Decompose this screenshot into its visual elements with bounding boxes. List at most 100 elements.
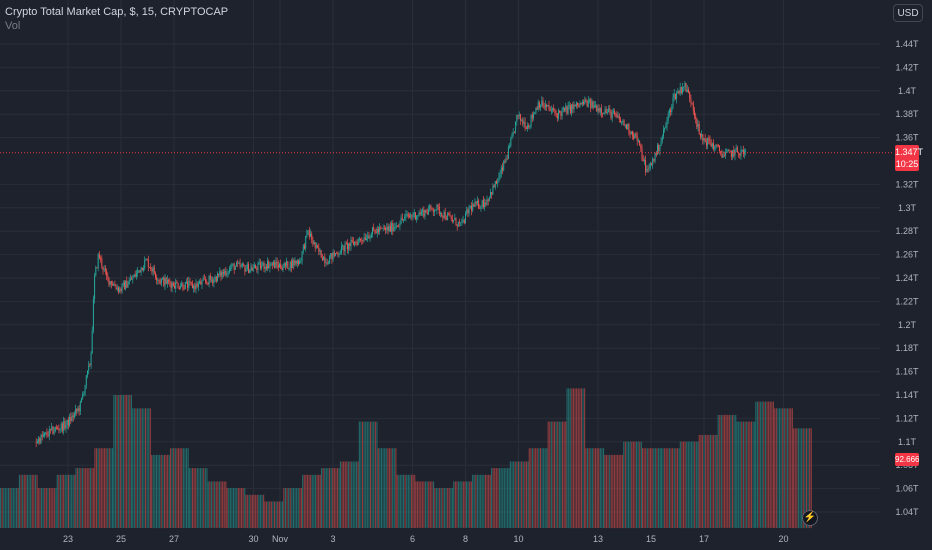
- candle-body: [666, 120, 668, 127]
- candle-body: [604, 109, 606, 114]
- candle-body: [449, 215, 451, 217]
- volume-bar: [552, 421, 554, 528]
- volume-bar: [210, 481, 212, 528]
- candle-body: [502, 167, 503, 171]
- symbol-title[interactable]: Crypto Total Market Cap, $, 15, CRYPTOCA…: [5, 6, 229, 18]
- volume-bar: [85, 468, 87, 528]
- volume-bar: [481, 474, 483, 528]
- candle-body: [678, 91, 680, 94]
- volume-bar: [292, 488, 294, 528]
- candle-body: [171, 282, 173, 288]
- candle-body: [129, 278, 131, 281]
- volume-indicator-label[interactable]: Vol: [5, 20, 21, 32]
- candle-body: [246, 264, 248, 269]
- candle-body: [602, 113, 604, 114]
- candle-body: [41, 434, 43, 437]
- candle-body: [448, 213, 450, 216]
- volume-bar: [788, 408, 790, 528]
- volume-bar: [245, 494, 247, 529]
- volume-bar: [656, 448, 658, 528]
- candle-body: [589, 99, 590, 101]
- volume-bar: [664, 448, 666, 528]
- volume-bar: [140, 408, 142, 528]
- lightning-bolt-icon[interactable]: ⚡: [802, 510, 818, 526]
- candle-body: [525, 127, 527, 129]
- volume-bar: [679, 441, 681, 529]
- candle-body: [710, 143, 712, 147]
- candle-body: [586, 101, 588, 107]
- candle-body: [75, 409, 77, 414]
- candle-body: [84, 385, 86, 394]
- candle-body: [500, 167, 502, 174]
- volume-bar: [58, 474, 60, 528]
- candle-body: [320, 250, 322, 258]
- volume-bar: [728, 414, 730, 528]
- candle-body: [115, 286, 117, 289]
- volume-bar: [113, 395, 115, 528]
- candle-body: [339, 253, 341, 255]
- volume-bar: [689, 441, 691, 529]
- time-axis[interactable]: 23 25 27 30 Nov 3 6 8 10 13 15 17 20: [63, 534, 789, 544]
- volume-bar: [193, 468, 195, 528]
- volume-bar: [225, 481, 227, 528]
- candle-body: [264, 266, 266, 269]
- volume-bar: [636, 441, 638, 529]
- candle-body: [417, 215, 419, 217]
- candle-body: [284, 263, 286, 266]
- candle-body: [567, 105, 569, 114]
- candle-body: [574, 104, 576, 107]
- candle-body: [38, 438, 40, 442]
- candle-body: [91, 330, 93, 353]
- volume-bar: [475, 474, 477, 528]
- volume-bar: [698, 434, 700, 528]
- volume-bar: [599, 448, 601, 528]
- candle-body: [420, 211, 422, 215]
- volume-bar: [662, 448, 664, 528]
- volume-bar: [442, 488, 444, 528]
- candle-body: [243, 264, 245, 266]
- volume-bar: [170, 448, 172, 528]
- volume-bar: [118, 395, 120, 528]
- candle-body: [212, 279, 214, 284]
- volume-bar: [233, 488, 235, 528]
- candle-body: [583, 101, 585, 105]
- volume-bar: [779, 408, 781, 528]
- candle-body: [406, 214, 408, 215]
- candle-body: [585, 99, 587, 102]
- candle-body: [118, 287, 119, 292]
- candle-body: [255, 265, 257, 268]
- candle-body: [144, 260, 146, 268]
- volume-bar: [373, 421, 375, 528]
- volume-bar: [585, 448, 587, 528]
- candle-body: [344, 243, 346, 252]
- candle-body: [176, 281, 178, 284]
- candle-body: [423, 209, 425, 217]
- volume-bar: [739, 421, 741, 528]
- volume-bar: [294, 488, 296, 528]
- price-axis[interactable]: 1.44T 1.42T 1.4T 1.38T 1.36T 1.32T 1.3T 1.28T 1.…: [895, 39, 919, 517]
- candle-body: [250, 267, 252, 270]
- volume-bar: [417, 481, 419, 528]
- candle-body: [257, 262, 259, 270]
- candle-body: [36, 442, 38, 443]
- time-tick-label: 23: [63, 534, 73, 544]
- candle-body: [394, 227, 396, 228]
- volume-bar: [495, 468, 497, 528]
- candle-body: [290, 261, 292, 269]
- candle-body: [245, 269, 247, 272]
- volume-bar: [20, 474, 22, 528]
- candle-body: [732, 150, 734, 157]
- candle-body: [413, 212, 415, 217]
- volume-bar: [509, 461, 511, 528]
- volume-bar: [794, 428, 796, 529]
- candle-body: [141, 267, 143, 271]
- candle-body: [673, 93, 675, 98]
- candle-body: [695, 116, 697, 119]
- candle-body: [315, 245, 317, 248]
- candle-body: [504, 160, 506, 162]
- volume-bar: [448, 488, 450, 528]
- candle-body: [137, 270, 139, 273]
- volume-bar: [341, 461, 343, 528]
- currency-button[interactable]: USD: [893, 4, 923, 22]
